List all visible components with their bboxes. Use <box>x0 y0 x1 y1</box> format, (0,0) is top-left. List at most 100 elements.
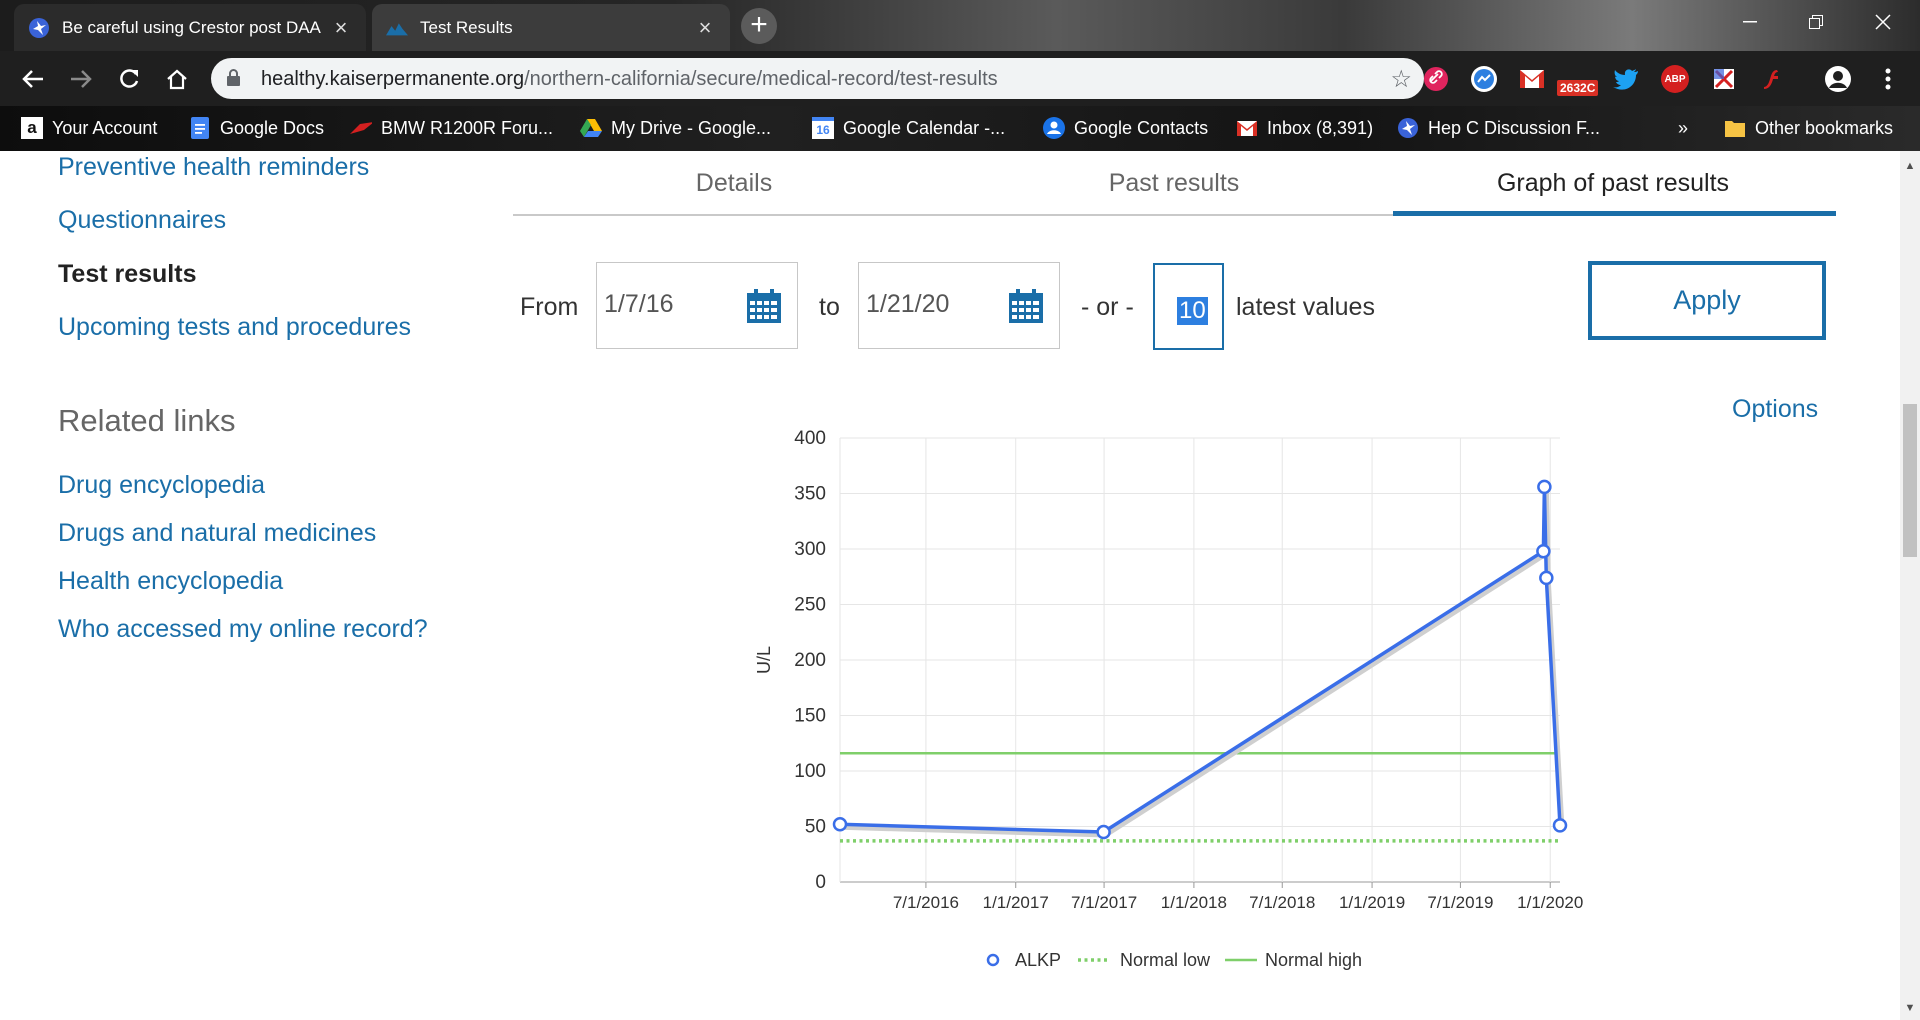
hepc-star-icon <box>28 17 50 39</box>
related-health-encyclopedia[interactable]: Health encyclopedia <box>58 567 284 595</box>
alkp-line <box>839 485 1562 834</box>
bookmark-google-calendar[interactable]: 16 Google Calendar -... <box>812 115 1005 141</box>
bookmark-label: Google Docs <box>220 117 325 138</box>
to-label: to <box>819 293 840 321</box>
x-tick-label: 7/1/2016 <box>893 893 959 912</box>
x-tick-label: 1/1/2017 <box>983 893 1049 912</box>
bookmark-label: Google Contacts <box>1074 117 1209 138</box>
scroll-down-icon[interactable]: ▼ <box>1904 1002 1916 1014</box>
scrollbar[interactable] <box>1900 151 1920 1020</box>
adblock-icon[interactable]: ABP <box>1661 65 1689 93</box>
latest-count-value: 10 <box>1177 297 1208 325</box>
legend-normal-low-label: Normal low <box>1120 950 1211 970</box>
browser-toolbar: healthy.kaiserpermanente.org/northern-ca… <box>0 51 1920 106</box>
bookmark-hep-c-discussion[interactable]: Hep C Discussion F... <box>1397 115 1600 141</box>
contacts-icon <box>1043 117 1065 139</box>
ext-icon[interactable] <box>1710 65 1738 93</box>
y-tick-label: 250 <box>794 595 826 616</box>
menu-icon[interactable] <box>1874 65 1902 93</box>
legend-alkp-marker <box>986 953 1000 967</box>
flash-icon[interactable] <box>1758 65 1786 93</box>
y-axis-label: U/L <box>754 646 774 674</box>
tab-close-icon[interactable]: × <box>698 14 712 40</box>
address-bar[interactable]: healthy.kaiserpermanente.org/northern-ca… <box>211 58 1424 99</box>
bookmark-label: BMW R1200R Foru... <box>381 117 554 138</box>
new-tab-button[interactable]: + <box>741 8 777 44</box>
nav-upcoming-tests[interactable]: Upcoming tests and procedures <box>58 313 411 341</box>
tab-graph-of-past-results[interactable]: Graph of past results <box>1496 169 1730 197</box>
calendar-icon[interactable] <box>746 288 782 329</box>
related-drugs-natural-medicines[interactable]: Drugs and natural medicines <box>58 519 377 547</box>
browser-titlebar: Be careful using Crestor post DAA × Test… <box>0 0 1920 51</box>
tab-close-icon[interactable]: × <box>334 14 348 40</box>
bookmark-my-drive[interactable]: My Drive - Google... <box>580 115 771 141</box>
from-label: From <box>520 293 579 321</box>
other-bookmarks[interactable]: Other bookmarks <box>1724 115 1893 141</box>
home-icon[interactable] <box>157 59 197 99</box>
hepc-icon <box>1397 117 1419 139</box>
docs-icon <box>189 117 211 139</box>
bookmark-inbox[interactable]: Inbox (8,391) <box>1236 115 1373 141</box>
back-icon[interactable] <box>13 59 53 99</box>
bookmark-label: Your Account <box>52 117 158 138</box>
y-tick-label: 350 <box>794 484 826 505</box>
url-text: healthy.kaiserpermanente.org/northern-ca… <box>261 68 998 91</box>
url-path: /northern-california/secure/medical-reco… <box>524 68 998 90</box>
y-tick-label: 100 <box>794 761 826 782</box>
messenger-icon[interactable] <box>1470 65 1498 93</box>
amazon-icon: a <box>21 117 43 139</box>
alkp-line-chart: 0 50 100 150 200 250 300 350 400 7/1/2016 1/1/2017… <box>754 428 1583 970</box>
y-tick-label: 200 <box>794 650 826 671</box>
related-who-accessed-record[interactable]: Who accessed my online record? <box>58 615 428 643</box>
alkp-data-point <box>1096 824 1111 840</box>
browser-tab-2[interactable]: Test Results × <box>372 4 730 51</box>
link-icon[interactable] <box>1422 65 1450 93</box>
forward-icon[interactable] <box>61 59 101 99</box>
bookmarks-bar: a Your Account Google Docs BMW R1200R Fo… <box>0 106 1920 151</box>
from-date-field[interactable]: 1/7/16 <box>596 262 798 349</box>
twitter-icon[interactable] <box>1612 65 1640 93</box>
bookmark-bmw-forum[interactable]: BMW R1200R Foru... <box>350 115 553 141</box>
scrollbar-thumb[interactable] <box>1903 404 1917 557</box>
options-link[interactable]: Options <box>1732 395 1819 423</box>
legend-normal-high-label: Normal high <box>1265 950 1362 970</box>
nav-questionnaires[interactable]: Questionnaires <box>58 206 227 234</box>
calendar-icon[interactable] <box>1008 288 1044 329</box>
y-tick-label: 300 <box>794 539 826 560</box>
apply-button[interactable]: Apply <box>1588 261 1826 340</box>
browser-tab-1[interactable]: Be careful using Crestor post DAA × <box>14 4 366 51</box>
gmail-icon[interactable] <box>1518 65 1546 93</box>
minimize-icon[interactable] <box>1717 0 1783 44</box>
x-tick-label: 1/1/2020 <box>1517 893 1583 912</box>
url-host: healthy.kaiserpermanente.org <box>261 68 525 90</box>
tab-details[interactable]: Details <box>695 169 773 197</box>
related-links-heading: Related links <box>58 403 236 438</box>
y-tick-label: 0 <box>815 872 826 893</box>
to-date-field[interactable]: 1/21/20 <box>858 262 1060 349</box>
bookmark-google-docs[interactable]: Google Docs <box>189 115 324 141</box>
bookmark-star-icon[interactable]: ☆ <box>1390 66 1412 93</box>
restore-icon[interactable] <box>1783 0 1849 44</box>
alkp-data-point <box>1536 543 1551 559</box>
close-window-icon[interactable] <box>1850 0 1916 44</box>
bookmark-label: Hep C Discussion F... <box>1428 117 1601 138</box>
more-bookmarks-button[interactable]: » <box>1678 117 1689 138</box>
bookmark-label: Other bookmarks <box>1755 117 1894 138</box>
bookmark-label: My Drive - Google... <box>611 117 772 138</box>
profile-icon[interactable] <box>1824 65 1852 93</box>
to-date-value: 1/21/20 <box>866 290 950 318</box>
bookmark-google-contacts[interactable]: Google Contacts <box>1043 115 1208 141</box>
tab-past-results[interactable]: Past results <box>1108 169 1240 197</box>
nav-preventive-health-reminders[interactable]: Preventive health reminders <box>58 153 370 181</box>
related-drug-encyclopedia[interactable]: Drug encyclopedia <box>58 471 266 499</box>
bookmark-your-account[interactable]: a Your Account <box>21 115 157 141</box>
scroll-up-icon[interactable]: ▲ <box>1904 160 1916 172</box>
latest-count-field[interactable]: 10 <box>1153 263 1224 350</box>
bookmark-label: Inbox (8,391) <box>1267 117 1374 138</box>
active-tab-indicator <box>1393 211 1836 216</box>
reload-icon[interactable] <box>109 59 149 99</box>
x-tick-label: 1/1/2018 <box>1161 893 1227 912</box>
x-tick-label: 1/1/2019 <box>1339 893 1405 912</box>
alkp-data-point <box>1539 570 1554 586</box>
kaiser-icon <box>386 17 408 39</box>
